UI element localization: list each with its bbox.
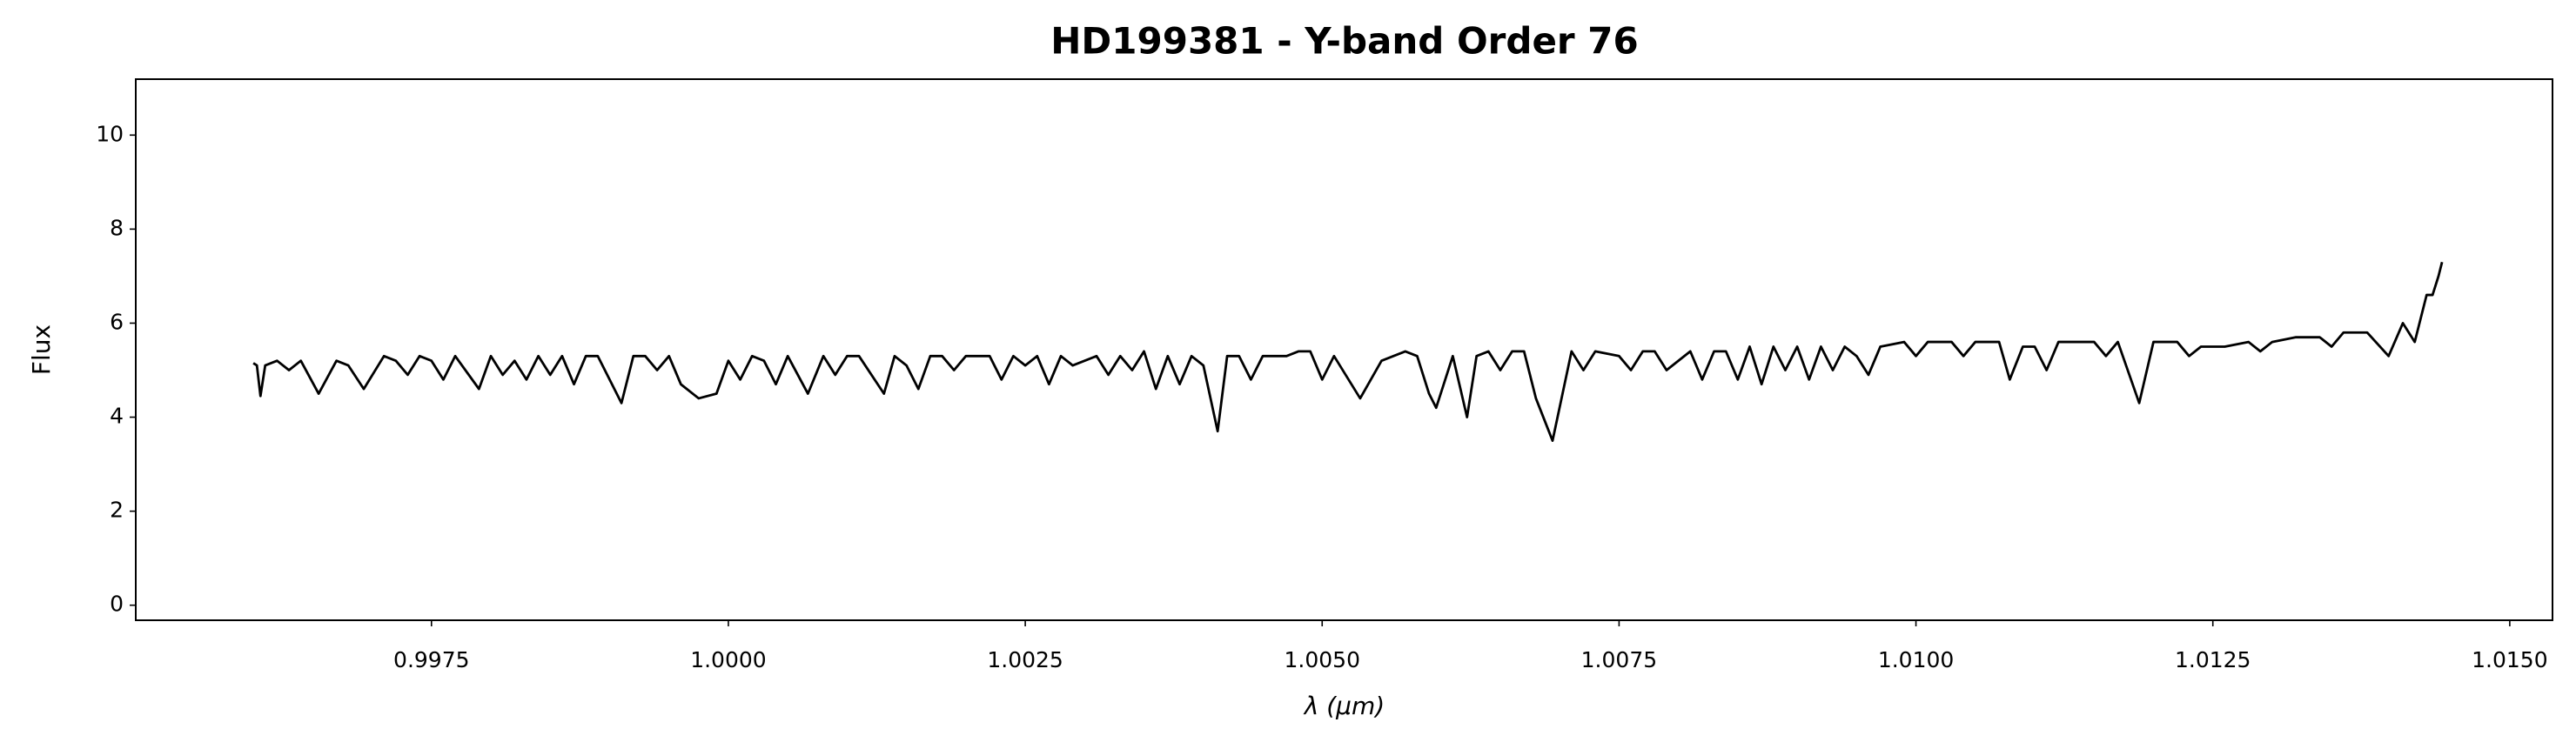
plot-frame [135, 78, 2553, 621]
y-tick-label: 0 [110, 592, 124, 617]
spectrum-line [252, 261, 2444, 442]
x-tick-label: 1.0150 [2472, 647, 2547, 672]
y-tick-label: 4 [110, 404, 124, 429]
x-tick-label: 1.0100 [1878, 647, 1954, 672]
x-axis-label: λ (μm) [1303, 692, 1385, 720]
x-tick-label: 1.0025 [987, 647, 1063, 672]
x-tick-label: 1.0075 [1581, 647, 1657, 672]
y-tick-label: 2 [110, 498, 124, 523]
x-tick-label: 1.0000 [690, 647, 766, 672]
x-tick-label: 1.0050 [1285, 647, 1360, 672]
y-tick-label: 10 [96, 121, 124, 146]
y-tick-label: 6 [110, 309, 124, 334]
y-axis-label: Flux [27, 324, 56, 375]
y-tick-label: 8 [110, 215, 124, 240]
x-tick-label: 1.0125 [2175, 647, 2251, 672]
x-tick-label: 0.9975 [393, 647, 469, 672]
chart-title: HD199381 - Y-band Order 76 [1050, 20, 1638, 63]
